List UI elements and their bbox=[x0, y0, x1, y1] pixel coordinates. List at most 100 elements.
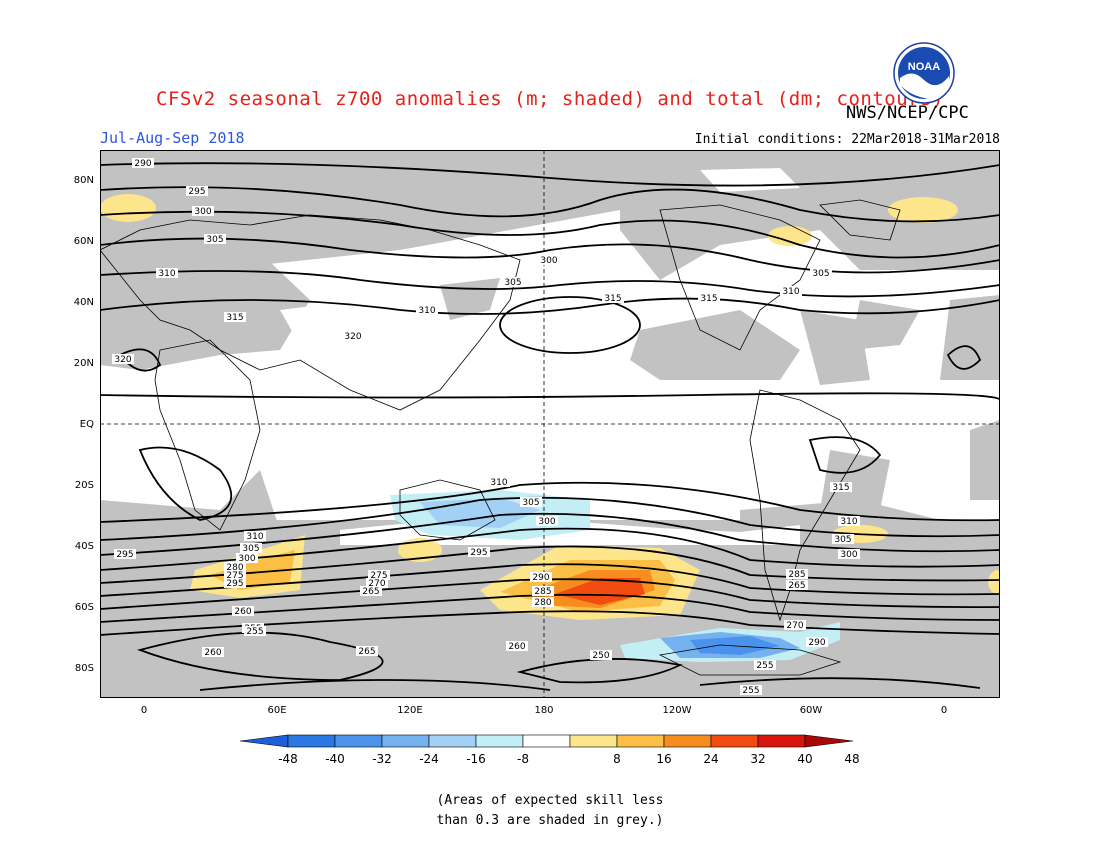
svg-text:300: 300 bbox=[538, 517, 555, 527]
svg-text:300: 300 bbox=[540, 256, 557, 266]
contour-label: 305 bbox=[832, 534, 854, 545]
contour-label: 305 bbox=[204, 234, 226, 245]
svg-text:260: 260 bbox=[234, 607, 251, 617]
svg-text:310: 310 bbox=[158, 269, 175, 279]
svg-text:320: 320 bbox=[114, 355, 131, 365]
svg-text:310: 310 bbox=[782, 287, 799, 297]
contour-label: 265 bbox=[356, 646, 378, 657]
svg-text:280: 280 bbox=[226, 563, 243, 573]
colorbar-tick-label: 8 bbox=[613, 752, 621, 766]
contour-label: 305 bbox=[240, 543, 262, 554]
lon-label: 0 bbox=[940, 705, 948, 716]
svg-text:300: 300 bbox=[238, 554, 255, 564]
lon-label: 60E bbox=[267, 705, 287, 716]
svg-text:310: 310 bbox=[418, 306, 435, 316]
svg-text:270: 270 bbox=[786, 621, 803, 631]
colorbar-tick-label: 32 bbox=[750, 752, 766, 766]
contour-label: 260 bbox=[202, 647, 224, 658]
svg-text:295: 295 bbox=[470, 548, 487, 558]
contour-label: 310 bbox=[838, 516, 860, 527]
svg-text:250: 250 bbox=[592, 651, 609, 661]
contour-label: 320 bbox=[342, 331, 364, 342]
svg-text:255: 255 bbox=[756, 661, 773, 671]
colorbar-box bbox=[569, 734, 618, 748]
agency-label: NWS/NCEP/CPC bbox=[846, 103, 969, 123]
colorbar-tick-label: -24 bbox=[419, 752, 439, 766]
contour-label: 250 bbox=[590, 650, 612, 661]
svg-text:265: 265 bbox=[358, 647, 375, 657]
colorbar-tick-label: -32 bbox=[372, 752, 392, 766]
contour-label: 295 bbox=[114, 549, 136, 560]
colorbar-box bbox=[287, 734, 336, 748]
colorbar-box bbox=[616, 734, 665, 748]
contour-label: 315 bbox=[830, 482, 852, 493]
svg-text:275: 275 bbox=[370, 571, 387, 581]
lat-label: 40S bbox=[74, 541, 94, 552]
lat-label: 80N bbox=[73, 175, 94, 186]
svg-text:315: 315 bbox=[832, 483, 849, 493]
contour-label: 285 bbox=[786, 569, 808, 580]
svg-text:305: 305 bbox=[812, 269, 829, 279]
contour-label: 305 bbox=[810, 268, 832, 279]
svg-text:255: 255 bbox=[742, 686, 759, 696]
svg-text:310: 310 bbox=[490, 478, 507, 488]
lat-label: EQ bbox=[79, 419, 94, 430]
contour-label: 275 bbox=[224, 570, 246, 581]
anomaly-map: 290 295 300 305 310 315 320 305 310 315 … bbox=[99, 150, 1008, 698]
colorbar-tick-label: 40 bbox=[797, 752, 813, 766]
contour-label: 255 bbox=[754, 660, 776, 671]
contour-label: 310 bbox=[488, 477, 510, 488]
contour-label: 295 bbox=[186, 186, 208, 197]
contour-label: 265 bbox=[786, 580, 808, 591]
contour-label: 300 bbox=[192, 206, 214, 217]
svg-text:310: 310 bbox=[840, 517, 857, 527]
contour-label: 280 bbox=[532, 597, 554, 608]
lat-label: 40N bbox=[73, 297, 94, 308]
contour-label: 300 bbox=[536, 516, 558, 527]
svg-text:300: 300 bbox=[840, 550, 857, 560]
contour-label: 290 bbox=[132, 158, 154, 169]
svg-text:NOAA: NOAA bbox=[908, 61, 940, 73]
svg-text:260: 260 bbox=[204, 648, 221, 658]
contour-label: 295 bbox=[468, 547, 490, 558]
svg-text:290: 290 bbox=[532, 573, 549, 583]
contour-label: 310 bbox=[156, 268, 178, 279]
contour-label: 265 bbox=[360, 586, 382, 597]
colorbar-tick-label: -8 bbox=[517, 752, 529, 766]
contour-label: 280 bbox=[224, 562, 246, 573]
svg-text:295: 295 bbox=[188, 187, 205, 197]
svg-text:285: 285 bbox=[534, 587, 551, 597]
svg-text:315: 315 bbox=[226, 313, 243, 323]
contour-label: 290 bbox=[806, 637, 828, 648]
svg-text:265: 265 bbox=[362, 587, 379, 597]
svg-text:255: 255 bbox=[246, 627, 263, 637]
colorbar-box bbox=[428, 734, 477, 748]
svg-text:315: 315 bbox=[700, 294, 717, 304]
colorbar-box bbox=[663, 734, 712, 748]
contour-label: 315 bbox=[602, 293, 624, 304]
lon-label: 120E bbox=[397, 705, 423, 716]
colorbar-tick-label: 24 bbox=[703, 752, 719, 766]
contour-label: 300 bbox=[538, 255, 560, 266]
colorbar-box bbox=[757, 734, 806, 748]
svg-text:290: 290 bbox=[808, 638, 825, 648]
svg-text:310: 310 bbox=[246, 532, 263, 542]
svg-text:300: 300 bbox=[194, 207, 211, 217]
contour-label: 270 bbox=[784, 620, 806, 631]
contour-label: 260 bbox=[506, 641, 528, 652]
contour-label: 275 bbox=[368, 570, 390, 581]
lon-label: 120W bbox=[662, 705, 692, 716]
contour-label: 290 bbox=[530, 572, 552, 583]
contour-label: 260 bbox=[232, 606, 254, 617]
contour-label: 305 bbox=[502, 277, 524, 288]
colorbar-tick-label: 48 bbox=[844, 752, 860, 766]
colorbar-box bbox=[522, 734, 571, 748]
lat-label: 20S bbox=[74, 480, 94, 491]
period-label: Jul-Aug-Sep 2018 bbox=[100, 129, 245, 147]
contour-label: 270 bbox=[366, 578, 388, 589]
svg-text:320: 320 bbox=[344, 332, 361, 342]
svg-text:275: 275 bbox=[226, 571, 243, 581]
contour-label: 320 bbox=[112, 354, 134, 365]
colorbar-tick-label: -16 bbox=[466, 752, 486, 766]
svg-text:265: 265 bbox=[788, 581, 805, 591]
